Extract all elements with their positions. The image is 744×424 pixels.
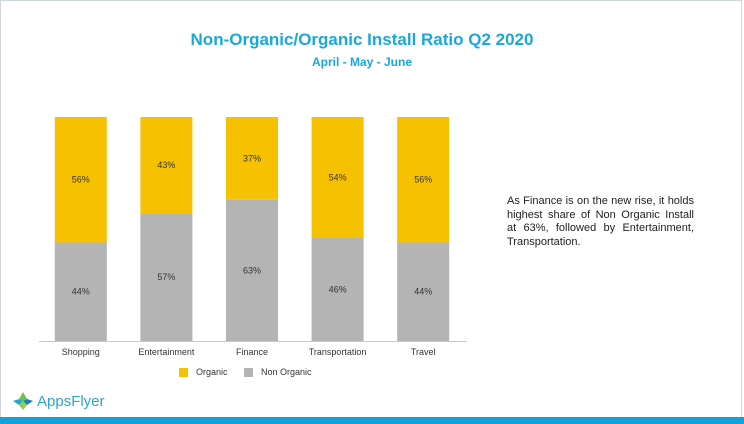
bar-organic-entertainment (140, 117, 193, 214)
data-label-non-organic-shopping: 44% (72, 287, 90, 297)
legend-label-non-organic: Non Organic (261, 367, 312, 377)
bar-organic-finance (226, 117, 278, 200)
x-tick-label-entertainment: Entertainment (138, 347, 195, 357)
data-label-organic-finance: 37% (243, 153, 261, 163)
appsflyer-logo-icon (13, 392, 33, 410)
x-tick-label-transportation: Transportation (309, 347, 367, 357)
bar-organic-transportation (311, 117, 364, 238)
legend-swatch-organic (179, 367, 188, 377)
legend-label-organic: Organic (196, 367, 228, 377)
x-tick-label-shopping: Shopping (62, 347, 100, 357)
bottom-accent-bar (0, 417, 744, 424)
bar-organic-shopping (54, 117, 107, 243)
data-label-non-organic-travel: 44% (414, 287, 432, 297)
x-tick-label-travel: Travel (411, 347, 436, 357)
logo-text: AppsFlyer (37, 392, 105, 410)
chart-title: Non-Organic/Organic Install Ratio Q2 202… (190, 30, 534, 49)
bar-non-organic-transportation (311, 237, 364, 341)
appsflyer-logo: AppsFlyer (12, 391, 105, 411)
data-label-organic-travel: 56% (414, 175, 432, 185)
data-label-organic-transportation: 54% (329, 172, 347, 182)
bar-organic-travel (397, 117, 450, 243)
insight-note: As Finance is on the new rise, it holds … (507, 195, 694, 248)
data-label-non-organic-transportation: 46% (329, 284, 347, 294)
legend-item-non-organic: Non Organic (244, 365, 312, 379)
chart-subtitle: April - May - June (311, 55, 412, 69)
x-tick-label-finance: Finance (236, 347, 268, 357)
bar-non-organic-entertainment (140, 213, 193, 341)
legend-item-organic: Organic (179, 365, 228, 379)
bar-non-organic-finance (226, 199, 278, 341)
data-label-organic-shopping: 56% (72, 175, 90, 185)
legend-swatch-non-organic (244, 367, 253, 377)
data-label-non-organic-entertainment: 57% (157, 272, 175, 282)
data-label-organic-entertainment: 43% (157, 160, 175, 170)
bar-non-organic-shopping (54, 242, 107, 341)
data-label-non-organic-finance: 63% (243, 265, 261, 275)
bar-non-organic-travel (397, 242, 450, 341)
